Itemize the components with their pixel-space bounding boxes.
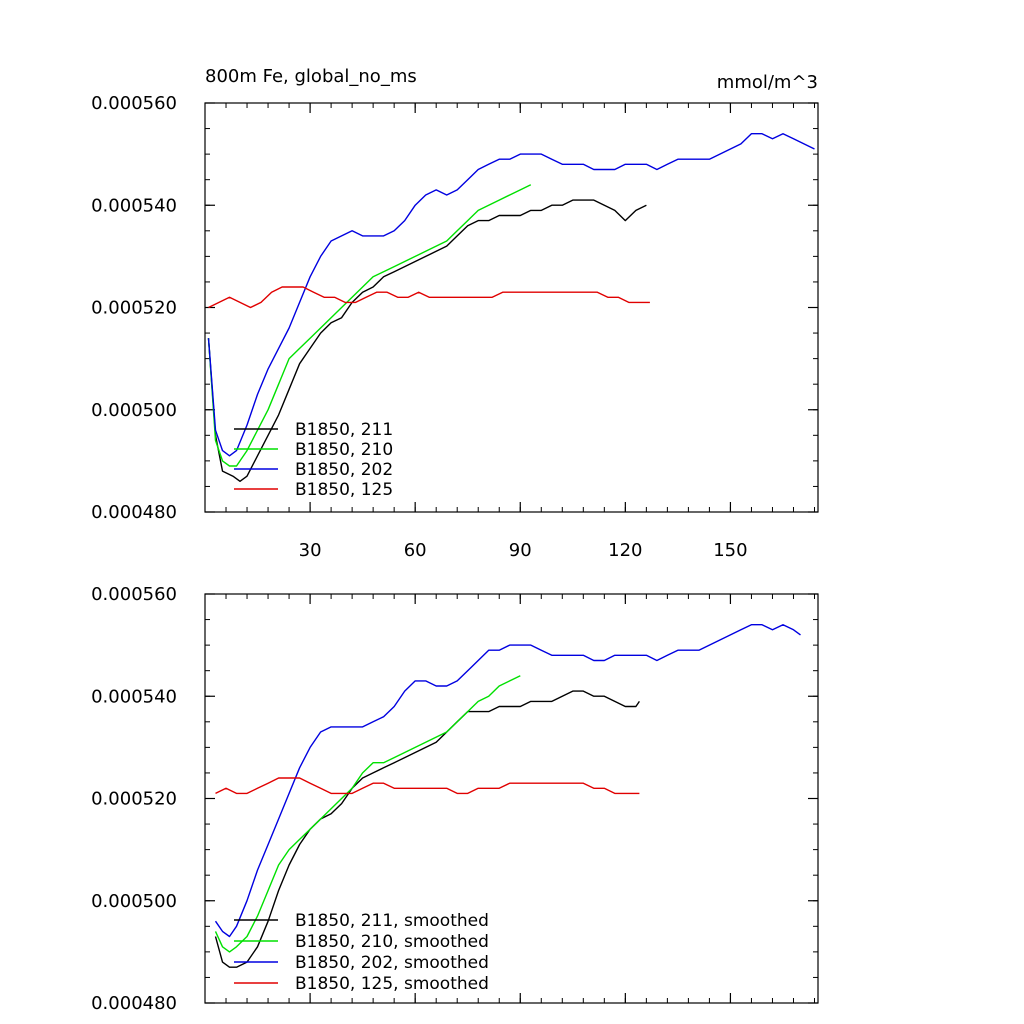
series-line [207, 184, 532, 467]
series-line [214, 690, 640, 968]
y-tick-label: 0.000500 [91, 400, 177, 421]
chart-title: 800m Fe, global_no_ms [205, 66, 417, 87]
series-line [207, 133, 815, 457]
y-tick-label: 0.000540 [91, 195, 177, 216]
y-tick-label: 0.000560 [91, 584, 177, 605]
y-tick-label: 0.000480 [91, 993, 177, 1014]
legend-label: B1850, 125 [295, 480, 393, 500]
top-panel: 800m Fe, global_no_ms mmol/m^3 0.000480 0… [91, 66, 819, 561]
legend-label: B1850, 125, smoothed [295, 974, 489, 994]
series-line [208, 286, 650, 309]
series-line [215, 777, 640, 795]
legend-label: B1850, 211, smoothed [295, 911, 489, 931]
units-label: mmol/m^3 [717, 72, 818, 93]
x-tick-label: 150 [713, 540, 747, 561]
x-tick-label: 90 [509, 540, 532, 561]
legend-label: B1850, 210, smoothed [295, 932, 489, 952]
x-tick-label: 60 [404, 540, 427, 561]
legend-label: B1850, 202 [295, 460, 393, 480]
y-tick-label: 0.000520 [91, 298, 177, 319]
legend-label: B1850, 211 [295, 420, 393, 440]
series-line [214, 624, 801, 938]
series-line [214, 675, 521, 953]
bottom-panel: 0.000480 0.000500 0.000520 0.000540 0.000560… [91, 584, 819, 1014]
y-tick-label: 0.000520 [91, 789, 177, 810]
legend-label: B1850, 202, smoothed [295, 953, 489, 973]
series-line [207, 199, 647, 482]
y-tick-label: 0.000540 [91, 686, 177, 707]
y-tick-label: 0.000500 [91, 891, 177, 912]
y-tick-label: 0.000560 [91, 93, 177, 114]
x-tick-label: 120 [608, 540, 642, 561]
y-tick-label: 0.000480 [91, 502, 177, 523]
x-tick-label: 30 [299, 540, 322, 561]
legend-label: B1850, 210 [295, 440, 393, 460]
